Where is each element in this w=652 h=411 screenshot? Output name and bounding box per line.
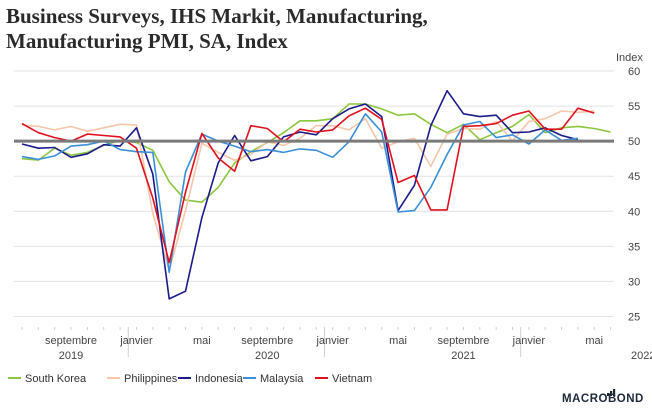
x-year-label: 2022 [631,350,652,362]
y-axis: 25 30 35 40 45 50 55 60 Index [616,52,643,323]
y-tick-label: 40 [628,206,640,218]
x-tick-label: septembre [437,335,489,347]
gridlines [14,70,614,317]
x-axis: septembre janvier mai septembre janvier mai se… [21,327,652,362]
series-line-malaysia [21,113,579,274]
x-tick-label: mai [585,335,603,347]
x-tick-label: septembre [241,335,293,347]
series-group [14,89,614,300]
legend-label: Indonesia [195,373,244,385]
y-tick-label: 30 [628,276,640,288]
series-line-philippines [21,110,595,272]
logo-mark [610,391,613,396]
series-line-vietnam [21,107,595,264]
x-year-label: 2021 [451,350,475,362]
series-line-south-korea [21,103,611,203]
y-tick-label: 50 [628,136,640,148]
x-year-label: 2019 [59,350,83,362]
y-tick-label: 60 [628,66,640,78]
legend-label: Vietnam [332,373,372,385]
x-tick-label: janvier [119,335,153,347]
series-line-indonesia [21,89,579,300]
logo-mark [607,393,610,396]
x-tick-label: mai [389,335,407,347]
x-year-label: 2020 [255,350,279,362]
chart-title-line-1: Business Surveys, IHS Markit, Manufactur… [6,4,428,28]
x-tick-label: mai [193,335,211,347]
x-tick-label: janvier [315,335,349,347]
legend-label: South Korea [25,373,87,385]
logo-text: MACROBOND [562,393,644,405]
x-tick-label: septembre [45,335,97,347]
legend: South Korea Philippines Indonesia Malaysia V… [8,373,372,385]
y-tick-label: 25 [628,311,640,323]
x-tick-label: janvier [512,335,546,347]
chart-title: Business Surveys, IHS Markit, Manufactur… [6,4,428,54]
y-tick-label: 35 [628,241,640,253]
legend-label: Malaysia [260,373,304,385]
chart-title-line-2: Manufacturing PMI, SA, Index [6,29,288,53]
y-axis-label: Index [616,52,643,64]
logo-mark [613,389,616,396]
legend-label: Philippines [124,373,178,385]
y-tick-label: 55 [628,101,640,113]
macrobond-logo: MACROBOND [562,389,644,405]
y-tick-label: 45 [628,171,640,183]
